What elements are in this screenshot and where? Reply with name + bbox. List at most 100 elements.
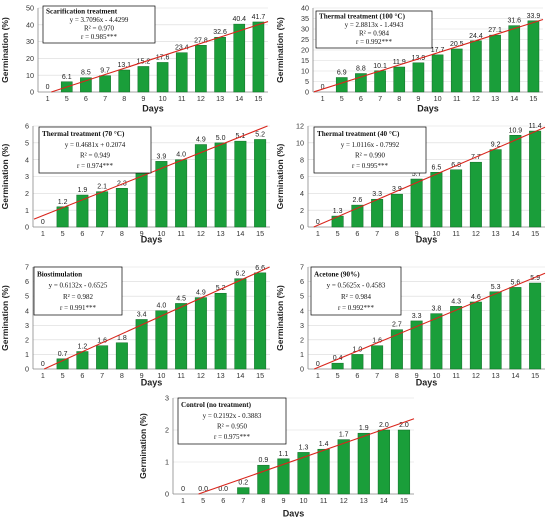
legend-frame [33,266,123,316]
x-axis-title: Days [416,235,438,245]
bar-day-5 [331,215,344,228]
data-label: 0 [181,486,185,493]
x-tick-label: 14 [511,371,519,380]
x-tick-label: 7 [378,94,382,103]
bar-day-14 [234,140,247,228]
y-tick-label: 3 [300,321,304,330]
data-label: 9.7 [100,68,110,75]
bar-day-13 [214,292,227,370]
bar-day-11 [450,306,463,370]
y-tick-label: 20 [301,46,309,55]
data-label: 1.4 [319,441,329,448]
data-label: 11.4 [529,123,542,130]
bar-day-14 [234,278,247,370]
bar-day-13 [357,432,370,495]
trend-line [314,272,546,370]
x-tick-label: 1 [321,94,325,103]
bar-day-11 [450,169,463,228]
y-tick-label: 3 [165,394,169,403]
bar-day-15 [529,282,542,370]
y-tick-label: 6 [300,277,304,286]
x-tick-label: 13 [492,371,500,380]
x-tick-label: 8 [122,94,126,103]
x-tick-label: 1 [181,496,185,505]
y-tick-label: 5 [305,77,309,86]
data-label: 1.7 [339,432,349,439]
data-label: 6.9 [337,70,347,77]
data-label: 6.6 [255,265,265,272]
data-label: 8.5 [81,70,91,77]
bar-day-5 [331,362,344,370]
bar-day-15 [397,429,411,495]
bar-day-13 [489,34,501,93]
y-axis: 0 1 2 3 4 5 6 [25,122,270,232]
x-tick-label: 5 [336,371,340,380]
x-tick-label: 1 [316,229,320,238]
legend-frame [313,126,427,174]
bar-day-12 [470,40,482,93]
y-tick-label: 30 [26,37,34,46]
trend-line [313,126,546,228]
correlation-r: r = 0.992*** [356,38,393,46]
data-label: 5.3 [491,284,501,291]
bar-day-11 [450,48,463,93]
x-tick-label: 15 [400,496,408,505]
bar-day-13 [489,149,502,228]
x-tick-label: 14 [511,229,519,238]
y-tick-label: 5 [300,292,304,301]
bar-day-11 [175,159,188,228]
data-label: 2.7 [392,322,402,329]
data-label: 1.0 [353,346,363,353]
x-tick-label: 8 [261,496,265,505]
x-tick-label: 9 [140,371,144,380]
trend-line [43,266,270,370]
legend-frame [42,5,156,44]
y-tick-label: 2 [165,426,169,435]
y-tick-label: 25 [301,35,309,44]
data-label: 4.0 [176,152,186,159]
bar-day-15 [527,20,540,93]
bar-day-9 [410,178,423,228]
x-tick-label: 14 [235,94,243,103]
correlation-r: r = 0.985*** [81,33,118,41]
y-tick-label: 10 [301,67,309,76]
y-tick-label: 4 [300,189,304,198]
bar-day-5 [56,358,69,370]
y-axis-title: Germination (%) [275,144,285,210]
x-tick-label: 14 [236,371,244,380]
regression-legend: Thermal treatment (70 °C) y = 0.4681x + 0… [38,126,152,174]
r-squared: R² = 0.984 [341,293,371,301]
chart-title: Control (no treatment) [181,401,252,409]
data-label: 1.9 [359,425,369,432]
data-label: 4.6 [471,294,481,301]
data-label: 1.3 [333,208,343,215]
data-label: 4.3 [451,298,461,305]
x-tick-label: 6 [355,229,359,238]
trend-line [198,418,415,495]
y-tick-label: 2 [300,335,304,344]
bar-day-6 [351,354,364,370]
regression-legend: Thermal treatment (40 °C) y = 1.0116x - 0… [313,126,427,174]
regression-equation: y = 0.6132x - 0.6525 [49,282,108,290]
data-label: 0.0 [198,486,208,493]
x-tick-label: 9 [415,371,419,380]
y-tick-label: 1 [300,350,304,359]
regression-equation: y = 2.8813x - 1.4943 [345,21,404,29]
x-tick-label: 11 [177,229,184,238]
bar-day-8 [115,188,128,228]
data-label: 3.9 [392,186,402,193]
x-tick-label: 8 [395,371,399,380]
bar-day-7 [99,75,111,93]
bar-day-9 [137,66,150,93]
x-tick-label: 13 [217,229,225,238]
y-tick-label: 1 [165,458,169,467]
y-tick-label: 2 [25,335,29,344]
x-tick-label: 1 [41,229,45,238]
data-label: 32.6 [213,29,227,36]
x-tick-label: 14 [380,496,388,505]
bar-day-7 [371,345,384,370]
y-tick-label: 0 [300,223,304,232]
y-tick-label: 5 [25,138,29,147]
x-axis-title: Days [283,509,305,517]
